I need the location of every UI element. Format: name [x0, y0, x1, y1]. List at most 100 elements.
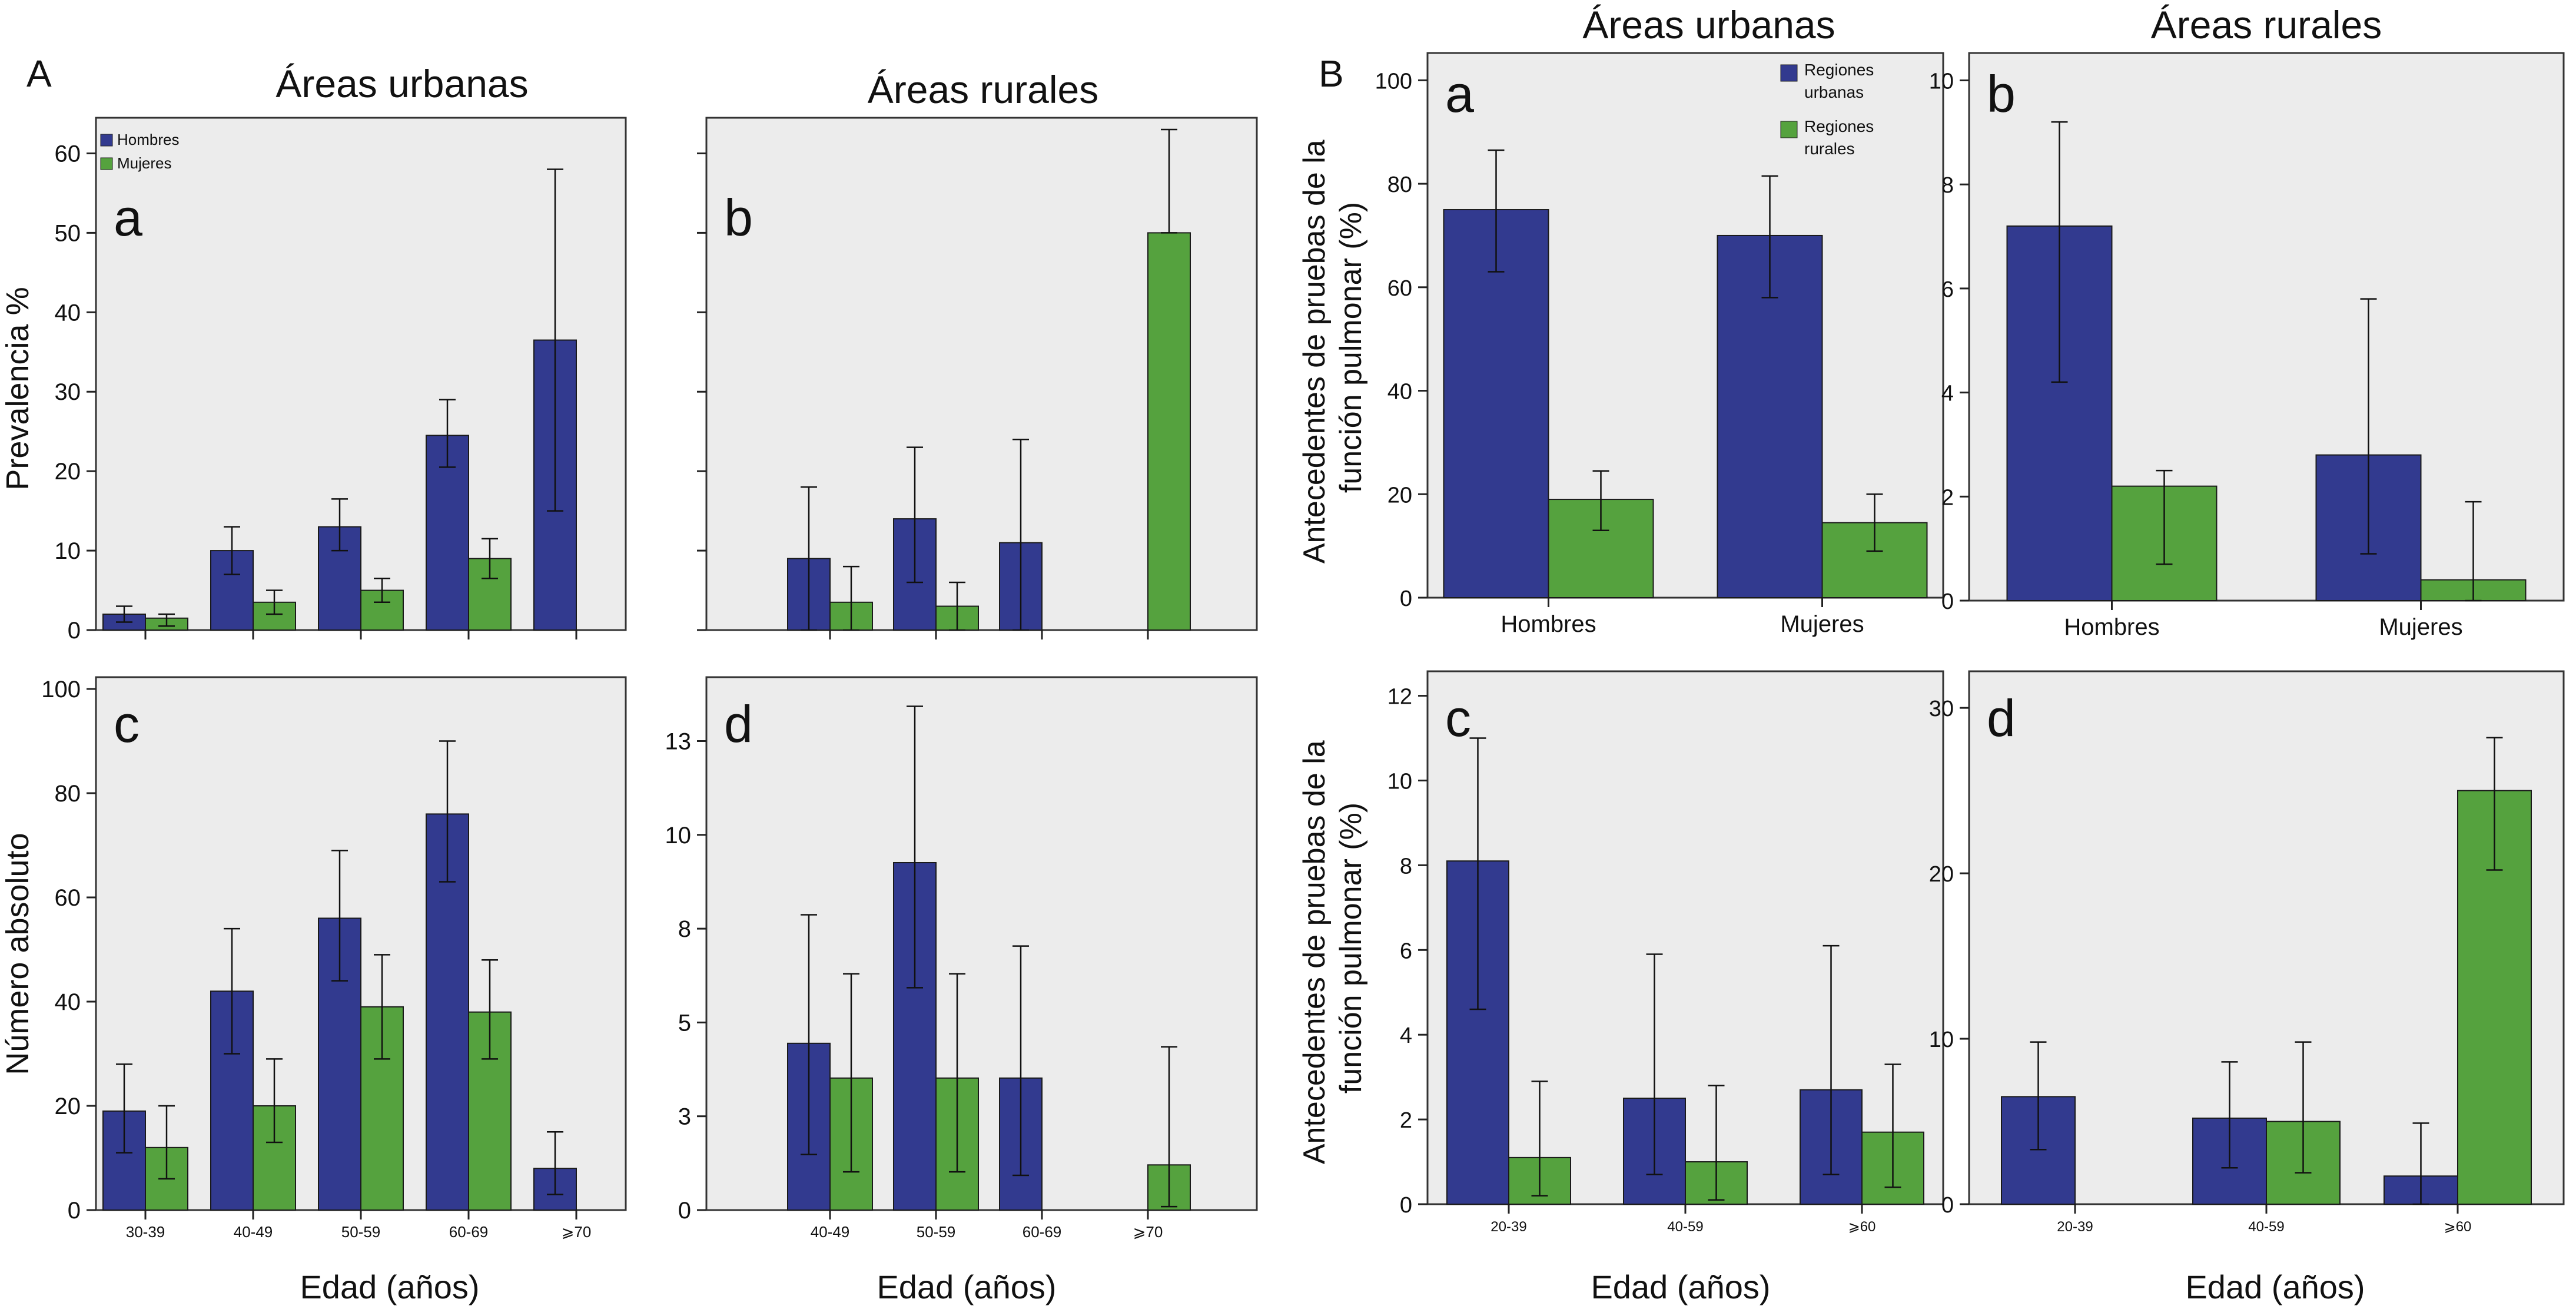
panel-letter: b: [1987, 65, 2016, 123]
y-tick-label: 0: [68, 618, 81, 644]
x-tick-label: ⩾70: [1133, 1223, 1163, 1241]
y-tick-label: 10: [665, 823, 692, 849]
x-axis-label-b-left: Edad (años): [1591, 1268, 1770, 1305]
figure-b-label: B: [1319, 52, 1344, 95]
y-tick-label: 100: [41, 677, 81, 702]
panel-letter: a: [114, 188, 142, 247]
y-tick-label: 8: [1941, 173, 1954, 198]
x-tick-label: 50-59: [917, 1223, 956, 1241]
y-tick-label: 13: [665, 729, 692, 755]
y-tick-label: 50: [55, 220, 81, 246]
y-tick-label: 60: [1387, 276, 1412, 301]
y-tick-label: 60: [55, 141, 81, 167]
figure-a-label: A: [26, 52, 52, 95]
y-tick-label: 6: [1941, 277, 1954, 302]
legend-label: Hombres: [117, 131, 179, 148]
x-tick-label: ⩾60: [1848, 1219, 1876, 1235]
legend-label: Mujeres: [117, 154, 171, 172]
y-tick-label: 80: [1387, 173, 1412, 197]
x-tick-label: 30-39: [126, 1223, 165, 1241]
y-tick-label: 3: [678, 1104, 691, 1130]
x-tick-label: 50-59: [341, 1223, 381, 1241]
y-axis-label-b-bottom-line2: función pulmonar (%): [1334, 803, 1368, 1093]
chart-panel-Ad: 0 3 5 8 10 13 40-49 50-59 60-69 ⩾70 d: [665, 676, 1258, 1241]
chart-panel-Bd: 0 10 20 30 20-39 40-59 ⩾60 d: [1929, 670, 2565, 1235]
legend-label: Regiones urbanas: [1804, 61, 1874, 101]
y-tick-label: 20: [55, 1093, 81, 1119]
header-b-urban: Áreas urbanas: [1582, 3, 1835, 47]
y-tick-label: 0: [1941, 589, 1954, 614]
chart-panel-Ac: 0 20 40 60 80 100 30-39 40-49 50-59 60-69 ⩾70 c: [41, 676, 627, 1241]
chart-panel-Ab: b: [697, 117, 1258, 639]
panel-letter: a: [1445, 65, 1474, 123]
bar-regiones-urbanas: [1443, 209, 1549, 598]
y-axis-label-prevalence: Prevalencia %: [0, 287, 35, 490]
chart-panel-Ba: 0 20 40 60 80 100 Hombres Mujeres a Regiones urban…: [1375, 52, 1944, 637]
x-tick-label: ⩾60: [2444, 1219, 2472, 1235]
y-tick-label: 20: [1387, 483, 1412, 508]
y-tick-label: 8: [1400, 854, 1412, 879]
y-axis-label-b-top-line1: Antecedentes de pruebas de la: [1297, 140, 1332, 564]
y-tick-label: 0: [1400, 1193, 1412, 1218]
y-tick-label: 2: [1400, 1108, 1412, 1133]
y-tick-label: 0: [68, 1198, 81, 1224]
panel-letter: d: [724, 695, 753, 753]
legend-label: Regiones rurales: [1804, 117, 1874, 158]
y-tick-label: 60: [55, 885, 81, 911]
x-tick-label: 60-69: [449, 1223, 489, 1241]
y-axis-label-b-bottom: Antecedentes de pruebas de la función pu…: [1297, 732, 1368, 1164]
y-tick-label: 20: [1929, 862, 1954, 887]
x-tick-label: 40-59: [1667, 1219, 1703, 1235]
chart-panel-Bc: 0 2 4 6 8 10 12 20-39 40-59 ⩾60 c: [1387, 670, 1944, 1235]
y-tick-label: 10: [1929, 1028, 1954, 1052]
y-tick-label: 10: [1929, 69, 1954, 94]
legend-swatch: [1780, 64, 1798, 82]
y-tick-label: 5: [678, 1010, 691, 1036]
y-tick-label: 20: [55, 459, 81, 485]
chart-panel-Bb: 0 2 4 6 8 10 Hombres Mujeres b: [1929, 52, 2565, 640]
y-tick-label: 10: [1387, 769, 1412, 794]
x-axis-label-a-left: Edad (años): [300, 1268, 479, 1305]
x-tick-label: 20-39: [1491, 1219, 1526, 1235]
y-tick-label: 30: [1929, 697, 1954, 721]
chart-panels: 0102030405060aHombresMujeresb02040608010…: [41, 52, 2565, 1241]
y-tick-label: 100: [1375, 69, 1412, 94]
x-axis-label-a-right: Edad (años): [877, 1268, 1056, 1305]
x-tick-label: Mujeres: [1780, 611, 1864, 637]
y-tick-label: 8: [678, 916, 691, 942]
panel-letter: b: [724, 188, 753, 247]
y-tick-label: 6: [1400, 939, 1412, 963]
bar-hombres: [893, 862, 937, 1211]
header-a-rural: Áreas rurales: [868, 68, 1099, 111]
x-tick-label: 60-69: [1023, 1223, 1062, 1241]
legend-label-line: urbanas: [1804, 83, 1864, 101]
x-tick-label: 40-59: [2248, 1219, 2284, 1235]
x-tick-label: 40-49: [234, 1223, 273, 1241]
y-tick-label: 80: [55, 781, 81, 807]
x-tick-label: ⩾70: [562, 1223, 592, 1241]
header-b-rural: Áreas rurales: [2151, 3, 2382, 47]
y-tick-label: 0: [678, 1198, 691, 1224]
chart-panel-Aa: 0 10 20 30 40 50 60 a Hombres Mujeres: [55, 117, 627, 644]
bar-mujeres: [1147, 232, 1191, 631]
legend-swatch: [100, 157, 113, 170]
header-a-urban: Áreas urbanas: [275, 62, 528, 105]
legend-label-line: rurales: [1804, 140, 1855, 158]
y-tick-label: 40: [55, 989, 81, 1015]
x-axis-label-b-right: Edad (años): [2185, 1268, 2365, 1305]
y-tick-label: 30: [55, 379, 81, 405]
y-tick-label: 2: [1941, 485, 1954, 510]
y-tick-label: 40: [1387, 380, 1412, 405]
y-axis-label-b-bottom-line1: Antecedentes de pruebas de la: [1297, 740, 1332, 1164]
y-tick-label: 10: [55, 538, 81, 564]
y-tick-label: 12: [1387, 685, 1412, 710]
y-tick-label: 0: [1941, 1193, 1954, 1218]
y-axis-label-b-top: Antecedentes de pruebas de la función pu…: [1297, 131, 1368, 564]
bar-mujeres: [360, 589, 404, 631]
legend-label-line: Regiones: [1804, 117, 1874, 135]
y-tick-label: 4: [1400, 1023, 1412, 1048]
x-tick-label: 20-39: [2057, 1219, 2093, 1235]
panel-letter: c: [114, 695, 140, 753]
y-tick-label: 0: [1400, 586, 1412, 611]
